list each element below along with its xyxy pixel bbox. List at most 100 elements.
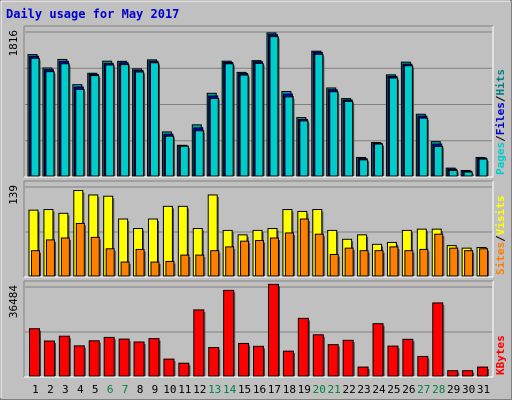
sites-bar bbox=[75, 222, 85, 277]
kbytes-bar bbox=[43, 340, 55, 377]
sites-bar bbox=[314, 233, 324, 277]
x-tick-label: 18 bbox=[283, 383, 296, 396]
x-tick-label: 10 bbox=[163, 383, 176, 396]
x-tick-label: 5 bbox=[92, 383, 99, 396]
x-tick-label: 24 bbox=[372, 383, 386, 396]
kbytes-bar bbox=[148, 338, 160, 377]
series-legend-part: / bbox=[494, 235, 507, 242]
pages-bar bbox=[164, 135, 174, 177]
sites-bar bbox=[180, 254, 190, 277]
chart-title: Daily usage for May 2017 bbox=[6, 7, 179, 21]
sites-bar bbox=[449, 247, 459, 277]
sites-bar bbox=[404, 250, 414, 277]
x-tick-label: 25 bbox=[387, 383, 400, 396]
kbytes-bar bbox=[357, 366, 369, 377]
series-legend-part: Sites bbox=[494, 242, 507, 275]
kbytes-bar bbox=[193, 309, 205, 377]
sites-bar bbox=[120, 261, 130, 277]
sites-bar bbox=[359, 250, 369, 277]
sites-bar bbox=[299, 218, 309, 277]
kbytes-bar bbox=[282, 350, 294, 377]
x-tick-label: 23 bbox=[357, 383, 370, 396]
x-tick-label: 12 bbox=[193, 383, 206, 396]
sites-bar bbox=[135, 248, 145, 277]
sites-bar bbox=[210, 250, 220, 277]
x-tick-label: 1 bbox=[32, 383, 39, 396]
sites-bar bbox=[464, 250, 474, 277]
pages-bar bbox=[120, 64, 130, 177]
kbytes-bar bbox=[58, 335, 70, 377]
sites-bar bbox=[269, 237, 279, 277]
pages-bar bbox=[418, 117, 428, 177]
y-max-label: 1816 bbox=[7, 30, 20, 57]
sites-bar bbox=[419, 248, 429, 277]
pages-bar bbox=[194, 130, 204, 177]
pages-bar bbox=[478, 158, 488, 177]
pages-bar bbox=[209, 97, 219, 177]
kbytes-bar bbox=[267, 283, 279, 377]
series-legend-part: Pages bbox=[494, 142, 507, 175]
pages-bar bbox=[254, 62, 264, 177]
sites-bar bbox=[389, 246, 399, 277]
pages-bar bbox=[314, 53, 324, 177]
x-tick-label: 22 bbox=[342, 383, 355, 396]
sites-bar bbox=[90, 236, 100, 277]
sites-bar bbox=[255, 240, 265, 277]
sites-bar bbox=[165, 260, 175, 277]
x-tick-label: 11 bbox=[178, 383, 191, 396]
pages-bar bbox=[344, 100, 354, 177]
kbytes-bar bbox=[462, 370, 474, 377]
x-tick-label: 8 bbox=[137, 383, 144, 396]
series-legend: Pages/Files/Hits bbox=[494, 69, 507, 175]
sites-bar bbox=[434, 233, 444, 277]
sites-bar bbox=[479, 248, 489, 277]
x-tick-label: 3 bbox=[62, 383, 69, 396]
kbytes-bar bbox=[178, 362, 190, 377]
pages-bar bbox=[374, 143, 384, 177]
x-tick-label: 7 bbox=[122, 383, 129, 396]
pages-bar bbox=[60, 63, 70, 177]
sites-bar bbox=[240, 240, 250, 277]
sites-bar bbox=[374, 250, 384, 277]
kbytes-bar bbox=[327, 344, 339, 377]
pages-bar bbox=[403, 65, 413, 177]
kbytes-bar bbox=[432, 302, 444, 377]
sites-bar bbox=[150, 261, 160, 277]
kbytes-bar bbox=[477, 366, 489, 377]
kbytes-bar bbox=[88, 340, 100, 377]
x-tick-label: 6 bbox=[107, 383, 114, 396]
kbytes-bar bbox=[342, 339, 354, 377]
y-max-label: 139 bbox=[7, 185, 20, 205]
kbytes-bar bbox=[447, 370, 459, 377]
x-tick-label: 28 bbox=[432, 383, 445, 396]
pages-bar bbox=[30, 57, 40, 177]
x-tick-label: 16 bbox=[253, 383, 266, 396]
x-tick-label: 9 bbox=[152, 383, 159, 396]
x-tick-label: 20 bbox=[313, 383, 326, 396]
x-tick-label: 14 bbox=[223, 383, 237, 396]
pages-bar bbox=[299, 120, 309, 177]
sites-bar bbox=[60, 237, 70, 277]
x-tick-label: 2 bbox=[47, 383, 54, 396]
kbytes-bar bbox=[253, 345, 265, 377]
series-legend-part: Files bbox=[494, 102, 507, 135]
pages-bar bbox=[269, 36, 279, 177]
kbytes-bar bbox=[223, 289, 235, 377]
pages-bar bbox=[284, 96, 294, 177]
series-legend-part: Hits bbox=[494, 69, 507, 96]
x-tick-label: 30 bbox=[462, 383, 475, 396]
pages-bar bbox=[135, 71, 145, 177]
x-tick-label: 29 bbox=[447, 383, 460, 396]
kbytes-bar bbox=[163, 358, 175, 377]
series-legend: KBytes bbox=[494, 335, 507, 375]
x-tick-label: 17 bbox=[268, 383, 281, 396]
pages-bar bbox=[359, 159, 369, 177]
sites-bar bbox=[284, 232, 294, 277]
kbytes-bar bbox=[103, 336, 115, 377]
kbytes-bar bbox=[297, 317, 309, 377]
pages-bar bbox=[75, 88, 85, 177]
pages-bar bbox=[224, 63, 234, 177]
sites-bar bbox=[45, 239, 55, 277]
pages-bar bbox=[448, 169, 458, 177]
